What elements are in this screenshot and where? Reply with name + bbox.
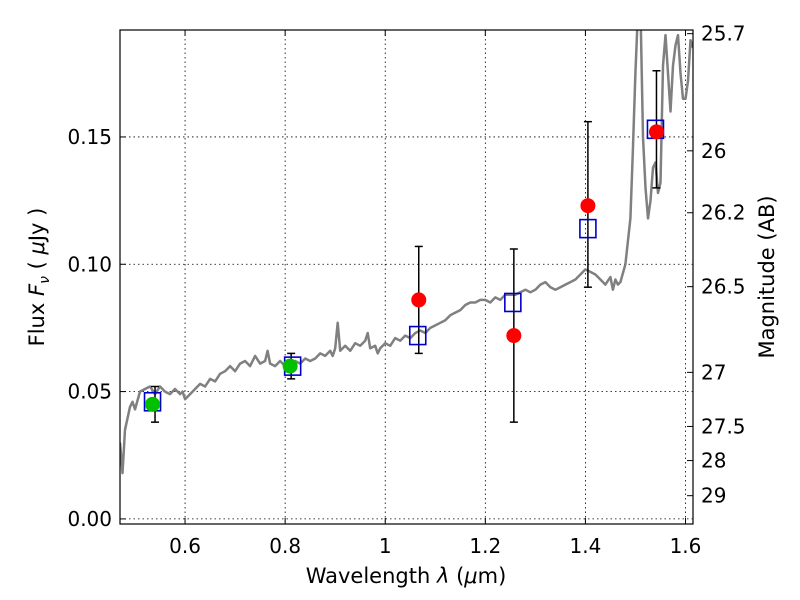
right-tick-label: 27.5 (701, 414, 746, 438)
x-tick-label: 1.4 (569, 534, 601, 558)
model-photometry-square (504, 292, 522, 313)
right-tick-label: 27 (701, 360, 726, 384)
ticks: 0.6 0.8 1 1.2 1.4 1.6 0.00 0.05 0.10 0.15 25.7 26 26… (67, 22, 745, 558)
y-axis-label: Flux Fν ( μJy ) (25, 208, 53, 347)
red-data-point (411, 292, 427, 308)
y-tick-label: 0.10 (67, 252, 112, 276)
right-axis-label: Magnitude (AB) (755, 195, 779, 358)
right-tick-label: 25.7 (701, 22, 746, 46)
x-tick-label: 1.2 (469, 534, 501, 558)
green-data-point (282, 358, 298, 374)
x-tick-label: 0.6 (169, 534, 201, 558)
right-tick-label: 28 (701, 449, 726, 473)
right-tick-label: 26.2 (701, 201, 746, 225)
right-tick-label: 26 (701, 139, 726, 163)
model-photometry-square (579, 218, 597, 239)
x-tick-label: 0.8 (269, 534, 301, 558)
y-tick-label: 0.00 (67, 507, 112, 531)
x-tick-label: 1 (379, 534, 392, 558)
red-data-point (580, 198, 596, 214)
plot-frame (119, 29, 694, 525)
model-photometry-square (408, 325, 427, 346)
right-tick-label: 29 (701, 484, 726, 508)
x-axis-label: Wavelength λ (μm) (306, 564, 507, 588)
red-data-point (648, 124, 664, 140)
model-spectrum-line (120, 30, 693, 475)
green-data-point (145, 396, 161, 412)
red-data-point (506, 328, 522, 344)
data-layer (120, 30, 693, 475)
x-tick-label: 1.6 (670, 534, 702, 558)
right-tick-label: 26.5 (701, 275, 746, 299)
y-tick-label: 0.05 (67, 380, 112, 404)
y-tick-label: 0.15 (67, 125, 112, 149)
grid (120, 30, 693, 524)
